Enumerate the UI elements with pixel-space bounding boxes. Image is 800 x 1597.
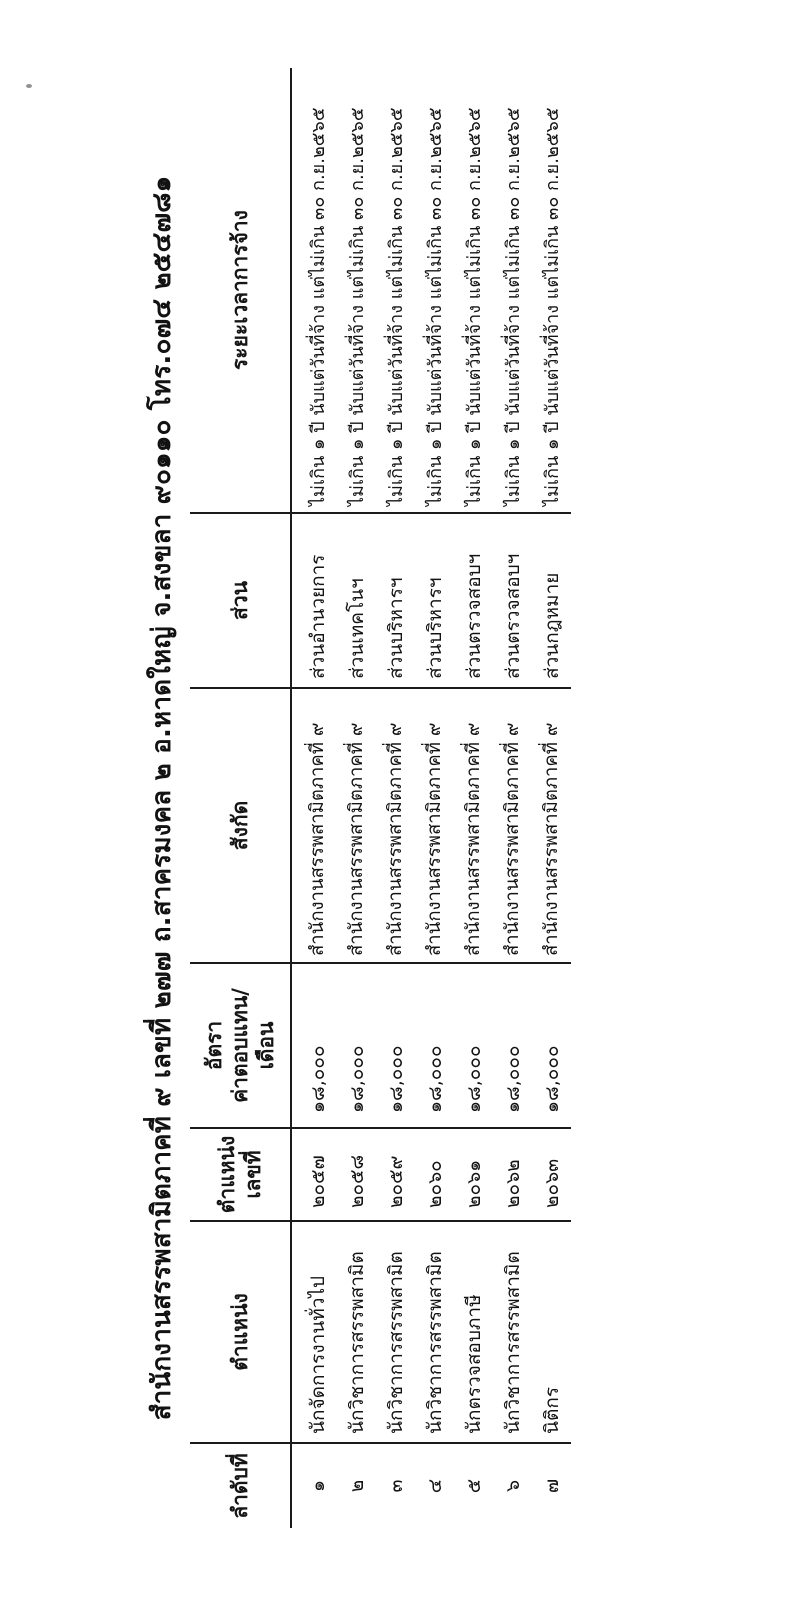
column-header-section: ส่วน — [190, 513, 291, 688]
table-row: ๖นักวิชาการสรรพสามิต ๒๐๖๒ ๑๘,๐๐๐ สำนักงานสร… — [493, 68, 532, 1528]
positions-table: ลำดับที่ ตำแหน่ง ตำแหน่ง เลขที่ อัตรา ค่… — [190, 68, 571, 1528]
table-cell: ๑๘,๐๐๐ — [532, 963, 571, 1128]
table-cell: นักจัดการงานทั่วไป — [291, 1221, 337, 1443]
table-cell: ไม่เกิน ๑ ปี นับแต่วันที่จ้าง แต่ไม่เกิน… — [386, 107, 407, 506]
table-cell: ๔ — [415, 1443, 454, 1528]
table-cell: นักวิชาการสรรพสามิต — [337, 1221, 376, 1443]
table-cell: ๒๐๖๒ — [493, 1128, 532, 1221]
table-cell: ไม่เกิน ๑ ปี นับแต่วันที่จ้าง แต่ไม่เกิน… — [503, 107, 524, 506]
table-cell: สำนักงานสรรพสามิตภาคที่ ๙ — [291, 688, 337, 963]
column-header-duration: ระยะเวลาการจ้าง — [190, 68, 291, 513]
table-cell: ๒๐๖๐ — [415, 1128, 454, 1221]
rotated-document: สำนักงานสรรพสามิตภาคที่ ๙ เลขที่ ๒๗๗ ถ.ส… — [140, 68, 576, 1528]
table-cell: ๑ — [291, 1443, 337, 1528]
table-cell: นักวิชาการสรรพสามิต — [493, 1221, 532, 1443]
table-cell: ๑๘,๐๐๐ — [454, 963, 493, 1128]
table-cell: สำนักงานสรรพสามิตภาคที่ ๙ — [337, 688, 376, 963]
table-cell: ๖ — [493, 1443, 532, 1528]
table-cell: ไม่เกิน ๑ ปี นับแต่วันที่จ้าง แต่ไม่เกิน… — [425, 107, 446, 506]
table-cell: นักวิชาการสรรพสามิต — [376, 1221, 415, 1443]
table-cell: สำนักงานสรรพสามิตภาคที่ ๙ — [454, 688, 493, 963]
table-cell: ส่วนบริหารฯ — [415, 513, 454, 688]
table-cell: ๒ — [337, 1443, 376, 1528]
table-cell: ส่วนตรวจสอบฯ — [454, 513, 493, 688]
table-cell: สำนักงานสรรพสามิตภาคที่ ๙ — [532, 688, 571, 963]
table-cell: ส่วนเทคโนฯ — [337, 513, 376, 688]
table-cell: ๑๘,๐๐๐ — [415, 963, 454, 1128]
table-cell: ส่วนตรวจสอบฯ — [493, 513, 532, 688]
column-header-position-number: ตำแหน่ง เลขที่ — [190, 1128, 291, 1221]
column-header-affiliation: สังกัด — [190, 688, 291, 963]
table-row: ๑นักจัดการงานทั่วไป ๒๐๕๗ ๑๘,๐๐๐ สำนักงานสรร… — [291, 68, 337, 1528]
table-cell: ๑๘,๐๐๐ — [493, 963, 532, 1128]
table-cell: ส่วนกฎหมาย — [532, 513, 571, 688]
table-row: ๔นักวิชาการสรรพสามิต ๒๐๖๐ ๑๘,๐๐๐ สำนักงานสร… — [415, 68, 454, 1528]
table-cell: ๒๐๕๗ — [291, 1128, 337, 1221]
table-cell: ๓ — [376, 1443, 415, 1528]
scan-artifact-dot — [26, 84, 32, 88]
column-header-rate: อัตรา ค่าตอบแทน/ เดือน — [190, 963, 291, 1128]
table-row: ๒นักวิชาการสรรพสามิต ๒๐๕๘ ๑๘,๐๐๐ สำนักงานสร… — [337, 68, 376, 1528]
table-cell: ๗ — [532, 1443, 571, 1528]
document-title: สำนักงานสรรพสามิตภาคที่ ๙ เลขที่ ๒๗๗ ถ.ส… — [147, 175, 177, 1421]
table-body: ๑นักจัดการงานทั่วไป ๒๐๕๗ ๑๘,๐๐๐ สำนักงานสรร… — [291, 68, 571, 1528]
table-header-row: ลำดับที่ ตำแหน่ง ตำแหน่ง เลขที่ อัตรา ค่… — [190, 68, 291, 1528]
table-cell: ไม่เกิน ๑ ปี นับแต่วันที่จ้าง แต่ไม่เกิน… — [464, 107, 485, 506]
table-cell: ๒๐๖๓ — [532, 1128, 571, 1221]
column-header-position: ตำแหน่ง — [190, 1221, 291, 1443]
table-cell: ๒๐๕๙ — [376, 1128, 415, 1221]
table-row: ๗นิติกร ๒๐๖๓ ๑๘,๐๐๐ สำนักงานสรรพสามิตภาคที่… — [532, 68, 571, 1528]
table-cell: สำนักงานสรรพสามิตภาคที่ ๙ — [415, 688, 454, 963]
table-cell: สำนักงานสรรพสามิตภาคที่ ๙ — [376, 688, 415, 963]
table-cell: ไม่เกิน ๑ ปี นับแต่วันที่จ้าง แต่ไม่เกิน… — [542, 107, 563, 506]
table-cell: นักตรวจสอบภาษี — [454, 1221, 493, 1443]
table-cell: ๒๐๕๘ — [337, 1128, 376, 1221]
table-cell: นิติกร — [532, 1221, 571, 1443]
table-cell: ส่วนบริหารฯ — [376, 513, 415, 688]
column-header-index: ลำดับที่ — [190, 1443, 291, 1528]
table-cell: ส่วนอำนวยการ — [291, 513, 337, 688]
table-cell: ๑๘,๐๐๐ — [291, 963, 337, 1128]
table-cell: สำนักงานสรรพสามิตภาคที่ ๙ — [493, 688, 532, 963]
table-cell: ๑๘,๐๐๐ — [376, 963, 415, 1128]
table-row: ๕นักตรวจสอบภาษี ๒๐๖๑ ๑๘,๐๐๐ สำนักงานสรรพสาม… — [454, 68, 493, 1528]
table-cell: ไม่เกิน ๑ ปี นับแต่วันที่จ้าง แต่ไม่เกิน… — [347, 107, 368, 506]
table-cell: นักวิชาการสรรพสามิต — [415, 1221, 454, 1443]
table-cell: ๕ — [454, 1443, 493, 1528]
table-row: ๓นักวิชาการสรรพสามิต ๒๐๕๙ ๑๘,๐๐๐ สำนักงานสร… — [376, 68, 415, 1528]
table-cell: ๒๐๖๑ — [454, 1128, 493, 1221]
table-cell: ๑๘,๐๐๐ — [337, 963, 376, 1128]
table-cell: ไม่เกิน ๑ ปี นับแต่วันที่จ้าง แต่ไม่เกิน… — [308, 107, 329, 506]
